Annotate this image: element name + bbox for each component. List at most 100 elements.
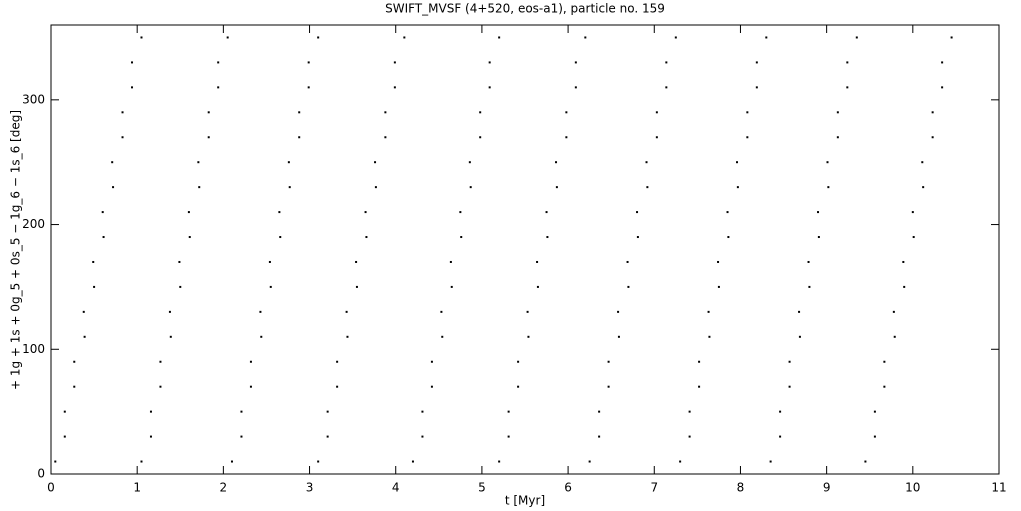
point [846,61,849,64]
point [527,335,530,338]
point [269,285,272,288]
point [364,211,367,214]
point [665,61,668,64]
point [836,111,839,114]
y-tick-label: 300 [22,92,45,106]
point [140,460,143,463]
point [788,385,791,388]
point [941,86,944,89]
point [903,285,906,288]
point [726,211,729,214]
point [421,435,424,438]
point [627,285,630,288]
point [197,161,200,164]
point [655,136,658,139]
point [922,186,925,189]
point [336,385,339,388]
point [430,360,433,363]
point [708,335,711,338]
point [574,61,577,64]
point [411,460,414,463]
point [101,211,104,214]
point [546,236,549,239]
point [198,186,201,189]
point [636,211,639,214]
plot-frame [50,24,1000,475]
point [655,111,658,114]
point [498,460,501,463]
point [179,285,182,288]
point [565,111,568,114]
point [355,285,358,288]
point [755,86,758,89]
point [931,136,934,139]
point [931,111,934,114]
point [688,410,691,413]
point [279,236,282,239]
point [169,335,172,338]
point [755,61,758,64]
point [249,360,252,363]
chart-title: SWIFT_MVSF (4+520, eos-a1), particle no.… [385,2,665,16]
point [574,86,577,89]
point [727,236,730,239]
point [374,186,377,189]
point [93,285,96,288]
point [788,360,791,363]
point [836,136,839,139]
point [121,111,124,114]
point [736,186,739,189]
point [149,435,152,438]
point [883,360,886,363]
point [912,236,915,239]
point [450,285,453,288]
point [698,385,701,388]
point [855,36,858,39]
point [536,285,539,288]
point [746,136,749,139]
point [817,236,820,239]
point [249,385,252,388]
point [565,136,568,139]
point [779,435,782,438]
point [384,111,387,114]
point [798,310,801,313]
point [317,36,320,39]
point [326,410,329,413]
point [393,61,396,64]
point [507,435,510,438]
point [230,460,233,463]
point [911,211,914,214]
point [817,211,820,214]
point [598,435,601,438]
point [82,310,85,313]
x-axis-label: t [Myr] [505,494,545,508]
point [798,335,801,338]
point [665,86,668,89]
point [864,460,867,463]
point [808,285,811,288]
point [240,435,243,438]
point [440,310,443,313]
point [278,211,281,214]
point [617,335,620,338]
point [707,310,710,313]
point [736,161,739,164]
point [288,186,291,189]
point [73,385,76,388]
point [526,310,529,313]
point [393,86,396,89]
point [287,161,290,164]
point [54,460,57,463]
point [374,161,377,164]
point [892,310,895,313]
point [717,285,720,288]
point [941,61,944,64]
point [73,360,76,363]
point [469,186,472,189]
point [846,86,849,89]
point [584,36,587,39]
x-tick-label: 9 [823,481,831,495]
